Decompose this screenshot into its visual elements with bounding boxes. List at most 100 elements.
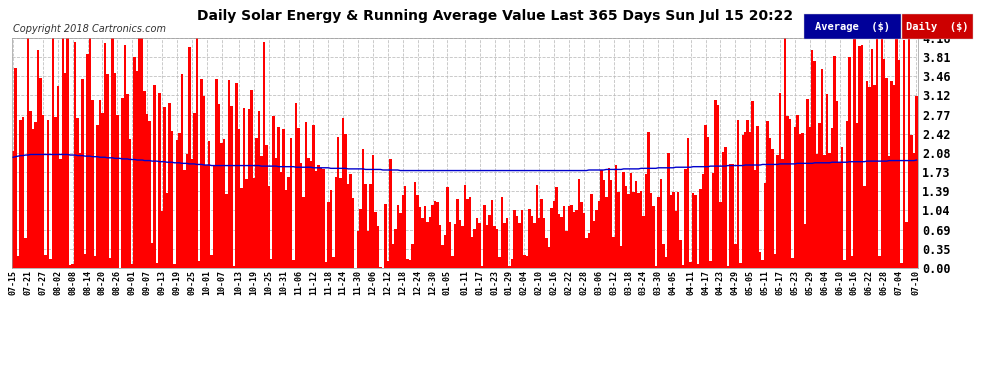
Bar bbox=[409, 260, 412, 268]
Bar bbox=[900, 264, 903, 268]
Bar bbox=[883, 59, 885, 268]
Bar bbox=[54, 117, 56, 268]
Bar bbox=[518, 223, 521, 268]
Bar bbox=[742, 135, 744, 268]
Bar bbox=[521, 210, 523, 268]
Bar bbox=[371, 155, 374, 268]
Bar bbox=[315, 171, 317, 268]
Bar bbox=[290, 138, 292, 268]
Text: Daily  ($): Daily ($) bbox=[906, 22, 969, 32]
Bar bbox=[335, 177, 337, 268]
Bar bbox=[310, 161, 312, 268]
Bar bbox=[555, 187, 558, 268]
Bar bbox=[826, 94, 829, 268]
Bar bbox=[873, 85, 875, 268]
Bar bbox=[20, 120, 22, 268]
Bar bbox=[322, 170, 325, 268]
Bar bbox=[613, 237, 615, 268]
Bar bbox=[111, 38, 114, 268]
Bar bbox=[320, 168, 322, 268]
Bar bbox=[756, 126, 759, 268]
Bar bbox=[109, 258, 111, 268]
Bar bbox=[84, 255, 86, 268]
Bar bbox=[501, 196, 503, 268]
Bar bbox=[196, 38, 198, 268]
Bar bbox=[101, 114, 104, 268]
Bar bbox=[667, 153, 669, 268]
Bar bbox=[432, 205, 434, 268]
Bar bbox=[414, 182, 417, 268]
Bar bbox=[508, 267, 511, 268]
Bar bbox=[211, 255, 213, 268]
Bar bbox=[635, 181, 638, 268]
Bar bbox=[359, 209, 361, 268]
Bar bbox=[531, 216, 533, 268]
Bar bbox=[40, 78, 42, 268]
Bar bbox=[141, 38, 144, 268]
Bar bbox=[724, 147, 727, 268]
Bar bbox=[302, 197, 305, 268]
Bar bbox=[578, 179, 580, 268]
Bar bbox=[684, 169, 687, 268]
Bar bbox=[27, 38, 30, 268]
Bar bbox=[228, 80, 231, 268]
Bar bbox=[893, 85, 895, 268]
Bar bbox=[287, 177, 290, 268]
Bar bbox=[255, 138, 257, 268]
Bar bbox=[466, 199, 468, 268]
Bar bbox=[277, 127, 280, 268]
Bar bbox=[536, 185, 538, 268]
Bar bbox=[712, 173, 714, 268]
Bar bbox=[275, 158, 277, 268]
Bar bbox=[719, 202, 722, 268]
Bar bbox=[749, 132, 751, 268]
Bar bbox=[483, 205, 486, 268]
Bar bbox=[437, 202, 439, 268]
Bar bbox=[625, 186, 628, 268]
Bar bbox=[860, 45, 863, 268]
Bar bbox=[910, 135, 913, 268]
Bar bbox=[61, 38, 64, 268]
Bar bbox=[446, 187, 448, 268]
Bar bbox=[183, 170, 185, 268]
Bar bbox=[377, 225, 379, 268]
Bar bbox=[131, 264, 134, 268]
Bar bbox=[392, 244, 394, 268]
Bar bbox=[248, 109, 250, 268]
Bar bbox=[216, 79, 218, 268]
Bar bbox=[526, 256, 528, 268]
Bar bbox=[702, 174, 704, 268]
Bar bbox=[330, 190, 332, 268]
Bar bbox=[69, 266, 71, 268]
Bar bbox=[801, 134, 804, 268]
Bar bbox=[364, 184, 366, 268]
Bar bbox=[558, 214, 560, 268]
Bar bbox=[829, 153, 831, 268]
Bar bbox=[476, 217, 478, 268]
Bar bbox=[714, 100, 717, 268]
Bar bbox=[173, 264, 175, 268]
Bar bbox=[640, 190, 643, 268]
Bar bbox=[652, 206, 654, 268]
Bar bbox=[114, 74, 116, 268]
Bar bbox=[744, 132, 746, 268]
Bar bbox=[417, 195, 419, 268]
Bar bbox=[819, 123, 821, 268]
Bar bbox=[369, 184, 371, 268]
Bar bbox=[643, 216, 644, 268]
Bar bbox=[160, 211, 163, 268]
Bar bbox=[737, 120, 740, 268]
Bar bbox=[732, 164, 734, 268]
Bar bbox=[855, 123, 858, 268]
Bar bbox=[190, 159, 193, 268]
Bar bbox=[898, 60, 900, 268]
Bar bbox=[71, 264, 74, 268]
Bar bbox=[340, 178, 342, 268]
Bar bbox=[585, 238, 588, 268]
Bar bbox=[791, 258, 794, 268]
Bar bbox=[327, 202, 330, 268]
Bar bbox=[903, 40, 905, 268]
Bar bbox=[799, 134, 801, 268]
Bar bbox=[804, 224, 806, 268]
Bar bbox=[236, 83, 238, 268]
